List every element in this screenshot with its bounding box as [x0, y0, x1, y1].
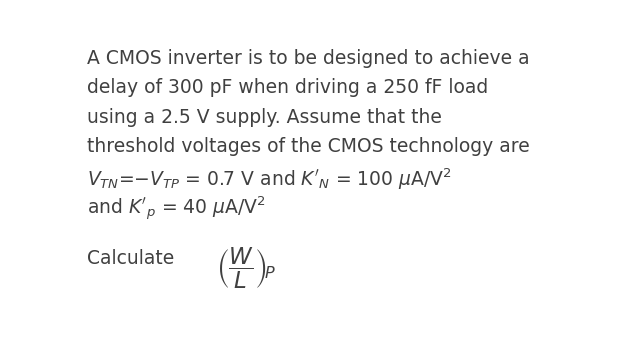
Text: A CMOS inverter is to be designed to achieve a: A CMOS inverter is to be designed to ach… [87, 49, 529, 68]
Text: threshold voltages of the CMOS technology are: threshold voltages of the CMOS technolog… [87, 137, 529, 156]
Text: $V_{TN}$=$-V_{TP}$ = 0.7 V and $K'_N$ = 100 $\mu$A/V$^2$: $V_{TN}$=$-V_{TP}$ = 0.7 V and $K'_N$ = … [87, 166, 452, 191]
Text: Calculate: Calculate [87, 249, 180, 268]
Text: $\left(\dfrac{W}{L}\right)_{\!P}$: $\left(\dfrac{W}{L}\right)_{\!P}$ [216, 246, 276, 291]
Text: delay of 300 pF when driving a 250 fF load: delay of 300 pF when driving a 250 fF lo… [87, 78, 488, 97]
Text: using a 2.5 V supply. Assume that the: using a 2.5 V supply. Assume that the [87, 108, 442, 127]
Text: and $K'_p$ = 40 $\mu$A/V$^2$: and $K'_p$ = 40 $\mu$A/V$^2$ [87, 195, 265, 224]
